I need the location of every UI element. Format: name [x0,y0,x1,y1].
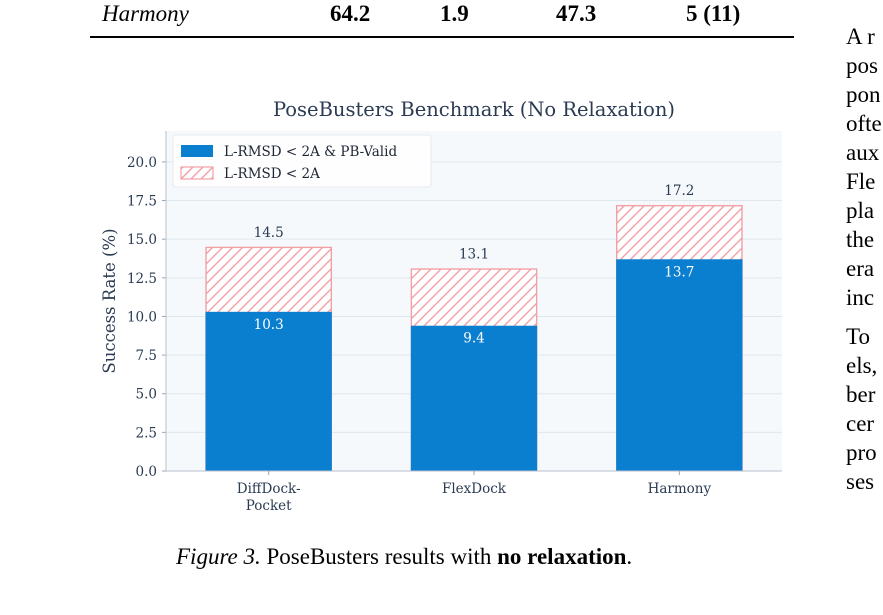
side-text-line: A r [846,24,875,49]
side-text-line: To [846,324,870,349]
y-axis-label: Success Rate (%) [100,228,119,373]
bar-l-rmsd-pb-valid [410,325,538,471]
side-text-line: ses [846,469,875,494]
table-row-label: Harmony [102,1,189,26]
y-tick-label: 10.0 [127,309,157,325]
legend: L-RMSD < 2A & PB-Valid L-RMSD < 2A [172,134,432,188]
chart-title: PoseBusters Benchmark (No Relaxation) [273,98,675,121]
bar-chart: 14.5 10.3 13.1 9.4 17.2 13.7 0.0 2.5 5.0 7.5 10.0… [100,98,782,514]
bar-l-rmsd-pb-valid [205,311,332,471]
y-tick-label: 15.0 [127,232,157,248]
side-text-line: pla [846,198,875,223]
caption-end: . [626,544,633,569]
x-tick-label: FlexDock [442,481,507,497]
caption-figure-label: Figure 3. [176,544,261,569]
bar-total-label: 13.1 [459,247,489,263]
side-text-line: pon [846,82,881,107]
legend-swatch-hatch [180,166,214,180]
y-tick-label: 7.5 [136,348,157,364]
legend-swatch-solid [181,145,213,157]
y-tick-label: 20.0 [127,155,157,171]
x-tick-label: DiffDock-Pocket [237,481,301,514]
side-text-line: pro [846,440,877,465]
x-tick-label: Harmony [648,481,712,497]
caption-bold-text: no relaxation [497,544,627,569]
paragraph-gap [846,312,883,322]
side-text-line: inc [846,285,875,310]
table-cell-2: 1.9 [440,1,469,26]
y-tick-label: 17.5 [127,194,157,210]
bar-l-rmsd-pb-valid [616,259,743,471]
side-body-text: A r pos pon ofte aux Fle pla the era inc To els, be… [846,22,883,496]
side-text-line: els, [846,353,878,378]
table-row-harmony: Harmony 64.2 1.9 47.3 5 (11) [90,0,794,38]
table-cell-4: 5 (11) [686,1,741,26]
table-cell-3: 47.3 [556,1,597,26]
y-tick-label: 0.0 [136,464,157,480]
bar-valid-label: 13.7 [664,264,694,280]
legend-box [172,134,432,188]
bar-valid-label: 9.4 [463,331,484,347]
table-cell-1: 64.2 [330,1,371,26]
y-tick-label: 2.5 [136,425,157,441]
side-text-line: the [846,227,875,252]
figure-caption: Figure 3. PoseBusters results with no re… [0,542,883,572]
side-text-line: era [846,256,875,281]
side-text-line: pos [846,53,878,78]
caption-text: PoseBusters results with [260,544,498,569]
side-text-line: Fle [846,169,876,194]
side-text-line: ber [846,382,876,407]
bar-total-label: 17.2 [664,183,694,199]
bar-total-label: 14.5 [254,225,284,241]
y-tick-label: 12.5 [127,271,157,287]
y-tick-label: 5.0 [136,387,157,403]
bar-valid-label: 10.3 [254,317,284,333]
side-text-line: ofte [846,111,882,136]
side-text-line: aux [846,140,880,165]
side-text-line: cer [846,411,875,436]
legend-label-solid: L-RMSD < 2A & PB-Valid [224,144,397,160]
legend-label-hatch: L-RMSD < 2A [224,166,320,182]
